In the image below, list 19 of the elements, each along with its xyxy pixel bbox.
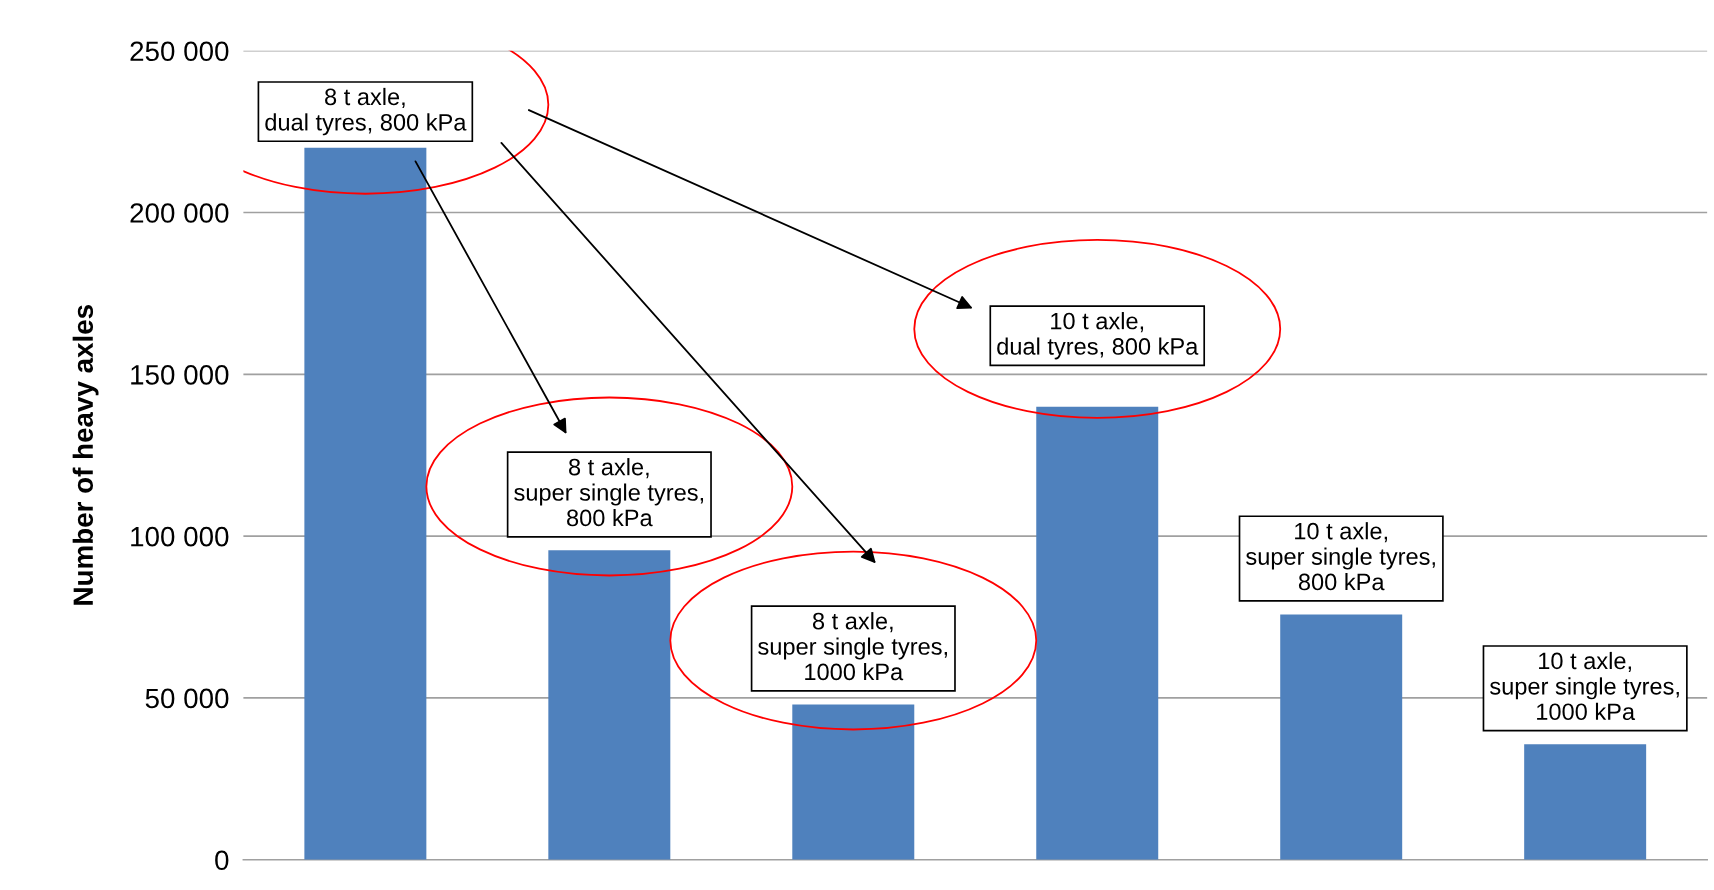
- x-tick-label: 10 t axle, dual tyres, 800 kPa: [997, 312, 1199, 360]
- y-axis-title: Number of heavy axles: [72, 305, 99, 605]
- bar: [548, 550, 671, 860]
- y-tick-label: 200 000: [130, 203, 229, 223]
- bar: [792, 704, 915, 860]
- y-tick-label: 0: [215, 850, 229, 871]
- y-tick-label: 150 000: [131, 365, 229, 385]
- x-tick-label: 8 t axle, dual tyres, 800 kPa: [265, 87, 467, 136]
- x-tick-label: 10 t axle, super single tyres, 800 kPa: [1246, 522, 1435, 591]
- bar: [1280, 614, 1403, 860]
- x-tick-label: 10 t axle, super single tyres, 1000 kPa: [1490, 651, 1679, 721]
- y-tick-label: 100 000: [131, 526, 229, 547]
- bar: [1524, 744, 1647, 860]
- y-tick-label: 50 000: [145, 688, 229, 709]
- y-tick-label: 250 000: [130, 41, 229, 62]
- x-tick-label: 8 t axle, super single tyres, 1000 kPa: [758, 612, 947, 681]
- bar: [304, 147, 427, 860]
- x-tick-label: 8 t axle, super single tyres, 800 kPa: [514, 458, 704, 527]
- bar: [1036, 406, 1159, 860]
